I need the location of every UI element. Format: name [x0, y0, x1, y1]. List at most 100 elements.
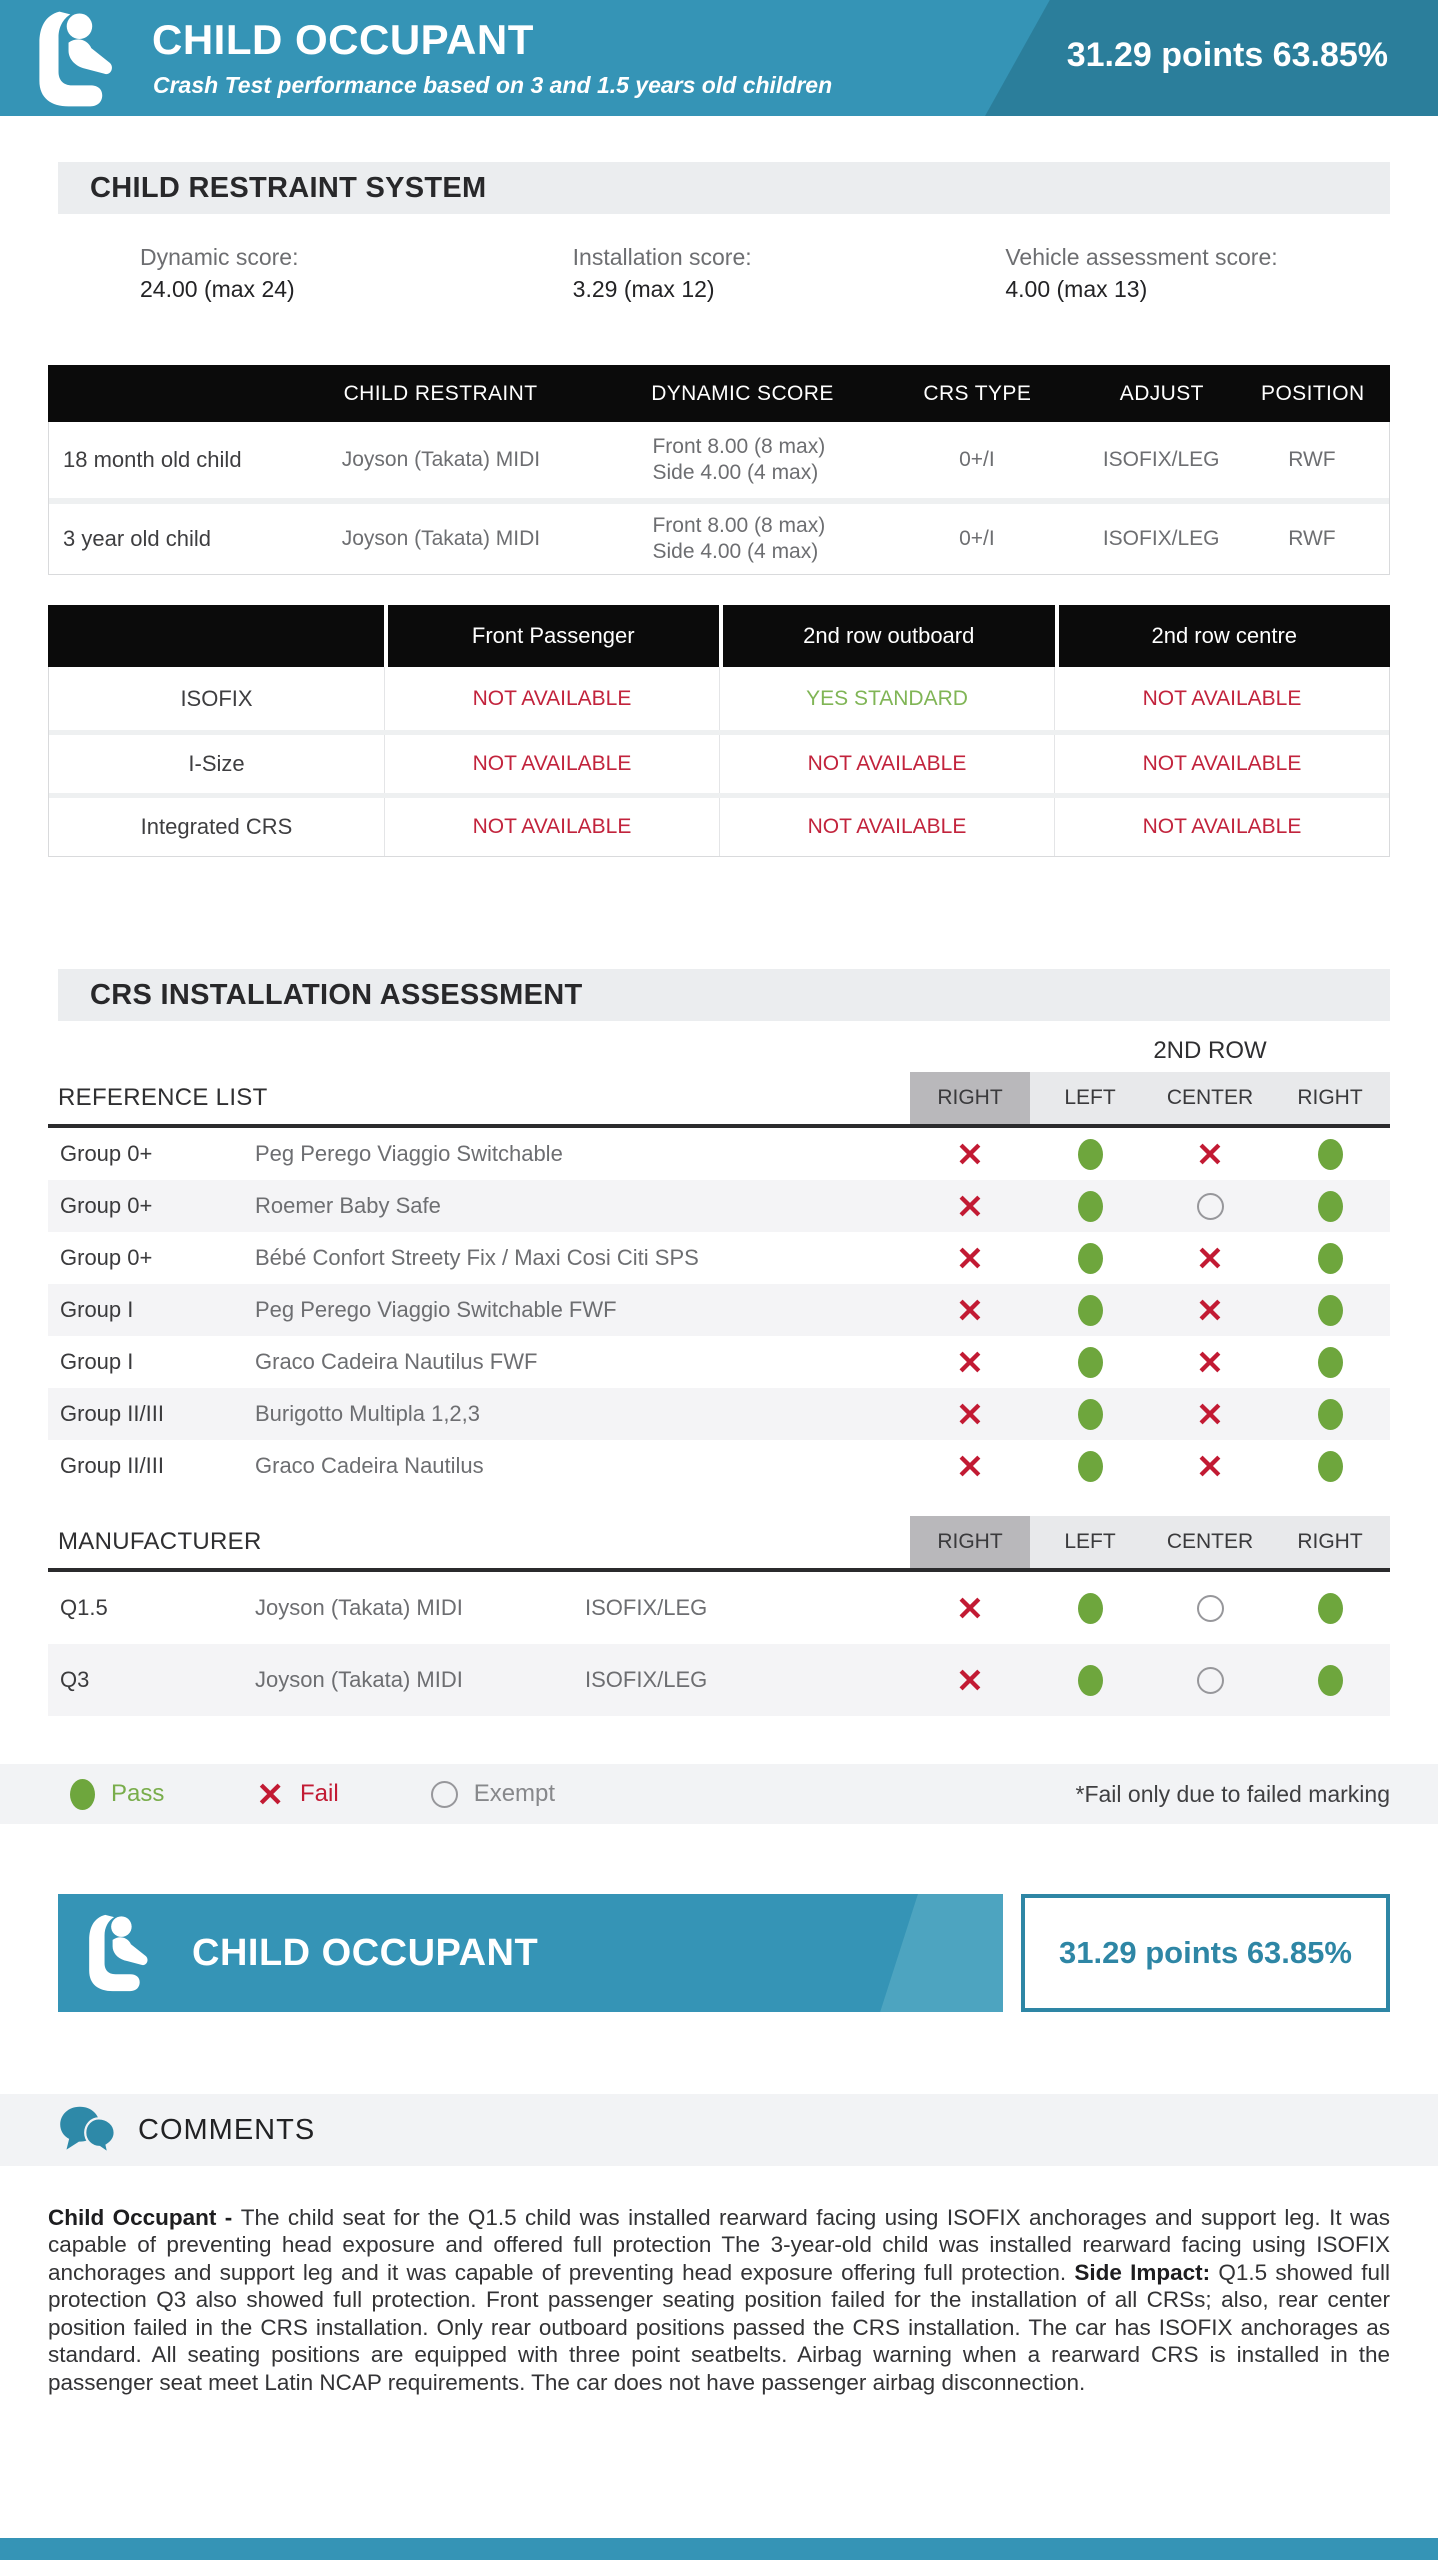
- vehicle-assessment-score: Vehicle assessment score: 4.00 (max 13): [1005, 244, 1438, 303]
- fail-icon: [910, 1346, 1030, 1379]
- table-body: 18 month old child Joyson (Takata) MIDI …: [48, 422, 1390, 575]
- legend-pass-label: Pass: [111, 1780, 165, 1807]
- fail-icon: [1150, 1242, 1270, 1275]
- crs-type-cell: 0+/I: [959, 448, 995, 471]
- table-row: Group II/III Graco Cadeira Nautilus: [48, 1440, 1390, 1492]
- fail-icon: [910, 1138, 1030, 1171]
- pass-icon: [1030, 1190, 1150, 1223]
- comments-text-1: The child seat for the Q1.5 child was in…: [48, 2205, 1390, 2285]
- row-label: I-Size: [188, 751, 245, 776]
- installation-score: Installation score: 3.29 (max 12): [573, 244, 1006, 303]
- column-center: CENTER: [1150, 1072, 1270, 1124]
- comments-side-impact-bold: Side Impact:: [1074, 2259, 1219, 2285]
- fail-icon: [1150, 1294, 1270, 1327]
- header-cell: 2nd row centre: [1054, 605, 1391, 667]
- group-label: Group 0+: [60, 1245, 153, 1270]
- fail-icon: [910, 1592, 1030, 1625]
- crs-name: Graco Cadeira Nautilus: [255, 1453, 484, 1478]
- row-label: 18 month old child: [63, 447, 242, 472]
- crs-type-cell: 0+/I: [959, 527, 995, 550]
- pass-icon: [1030, 1294, 1150, 1327]
- child-seat-icon: [39, 11, 112, 107]
- fail-icon: [1150, 1346, 1270, 1379]
- pass-icon: [1270, 1242, 1390, 1275]
- pass-icon: [1270, 1450, 1390, 1483]
- comments-text-2: Q1.5 showed full protection Q3 also show…: [48, 2259, 1390, 2395]
- score-value: 3.29 (max 12): [572, 276, 715, 302]
- header-cell: CHILD RESTRAINT: [343, 381, 538, 405]
- result-marks: [910, 1592, 1390, 1625]
- section-crs-installation: CRS INSTALLATION ASSESSMENT: [58, 969, 1390, 1021]
- header-divider: [48, 1124, 1390, 1128]
- row-label: 3 year old child: [63, 526, 211, 551]
- child-seat-icon: [89, 1914, 148, 1992]
- table-row: I-Size NOT AVAILABLE NOT AVAILABLE NOT A…: [49, 730, 1389, 793]
- availability-cell: NOT AVAILABLE: [1054, 667, 1389, 730]
- exempt-icon: [1150, 1664, 1270, 1697]
- group-label: Group II/III: [60, 1401, 164, 1426]
- column-right: RIGHT: [1270, 1072, 1390, 1124]
- table-row: Group I Graco Cadeira Nautilus FWF: [48, 1336, 1390, 1388]
- fail-icon: [910, 1242, 1030, 1275]
- score-value: 24.00 (max 24): [140, 276, 295, 302]
- section-title: CRS INSTALLATION ASSESSMENT: [90, 978, 583, 1011]
- row-label: Integrated CRS: [140, 814, 293, 839]
- fail-icon: [910, 1398, 1030, 1431]
- adjust-type: ISOFIX/LEG: [585, 1667, 708, 1692]
- comments-title: COMMENTS: [138, 2113, 316, 2146]
- page-title: CHILD OCCUPANT: [152, 16, 534, 63]
- pass-icon: [70, 1779, 95, 1810]
- pass-icon: [1030, 1592, 1150, 1625]
- dynamic-front: Front 8.00 (8 max): [652, 513, 826, 537]
- fail-icon: [256, 1778, 284, 1811]
- crs-name: Graco Cadeira Nautilus FWF: [255, 1349, 538, 1374]
- pass-icon: [1270, 1294, 1390, 1327]
- pass-icon: [1270, 1398, 1390, 1431]
- pass-icon: [1030, 1398, 1150, 1431]
- pass-icon: [1030, 1450, 1150, 1483]
- restraint-table: CHILD RESTRAINT DYNAMIC SCORE CRS TYPE A…: [48, 365, 1390, 575]
- footer-title: CHILD OCCUPANT: [192, 1931, 539, 1974]
- comments-lead-bold: Child Occupant -: [48, 2205, 241, 2230]
- fail-icon: [910, 1450, 1030, 1483]
- exempt-icon: [431, 1781, 458, 1808]
- dynamic-front: Front 8.00 (8 max): [652, 434, 826, 458]
- group-label: Group 0+: [60, 1141, 153, 1166]
- footer-title-box: CHILD OCCUPANT: [58, 1894, 1003, 2012]
- result-marks: [910, 1450, 1390, 1483]
- crs-name: Burigotto Multipla 1,2,3: [255, 1401, 481, 1426]
- fail-icon: [1150, 1138, 1270, 1171]
- result-marks: [910, 1664, 1390, 1697]
- crs-name: Joyson (Takata) MIDI: [255, 1595, 463, 1620]
- score-label: Dynamic score:: [140, 244, 299, 270]
- result-marks: [910, 1138, 1390, 1171]
- table-row: Group 0+ Peg Perego Viaggio Switchable: [48, 1128, 1390, 1180]
- installation-assessment: 2ND ROW REFERENCE LIST RIGHT LEFT CENTER…: [48, 1037, 1390, 1716]
- result-marks: [910, 1346, 1390, 1379]
- pass-icon: [1030, 1138, 1150, 1171]
- group-label: Group I: [60, 1297, 134, 1322]
- dummy-label: Q3: [60, 1667, 90, 1692]
- availability-cell: NOT AVAILABLE: [719, 798, 1054, 856]
- position-cell: RWF: [1288, 448, 1336, 471]
- header-cell: POSITION: [1261, 381, 1365, 405]
- pass-icon: [1270, 1190, 1390, 1223]
- adjust-cell: ISOFIX/LEG: [1102, 448, 1220, 471]
- availability-cell: NOT AVAILABLE: [1054, 735, 1389, 793]
- header-banner: CHILD OCCUPANT Crash Test performance ba…: [0, 0, 1438, 116]
- position-cell: RWF: [1288, 527, 1336, 550]
- table-row: Group II/III Burigotto Multipla 1,2,3: [48, 1388, 1390, 1440]
- result-marks: [910, 1190, 1390, 1223]
- pass-icon: [1270, 1346, 1390, 1379]
- crs-name: Peg Perego Viaggio Switchable: [255, 1141, 563, 1166]
- table-body: ISOFIX NOT AVAILABLE YES STANDARD NOT AV…: [48, 667, 1390, 857]
- header-cell: 2nd row outboard: [719, 605, 1055, 667]
- bottom-accent-bar: [0, 2538, 1438, 2560]
- column-right-front: RIGHT: [910, 1516, 1030, 1568]
- score-value: 4.00 (max 13): [1005, 276, 1148, 302]
- table-row: Integrated CRS NOT AVAILABLE NOT AVAILAB…: [49, 793, 1389, 856]
- header-cell: DYNAMIC SCORE: [651, 381, 834, 405]
- dynamic-score: Dynamic score: 24.00 (max 24): [140, 244, 573, 303]
- pass-icon: [1270, 1592, 1390, 1625]
- column-left: LEFT: [1030, 1516, 1150, 1568]
